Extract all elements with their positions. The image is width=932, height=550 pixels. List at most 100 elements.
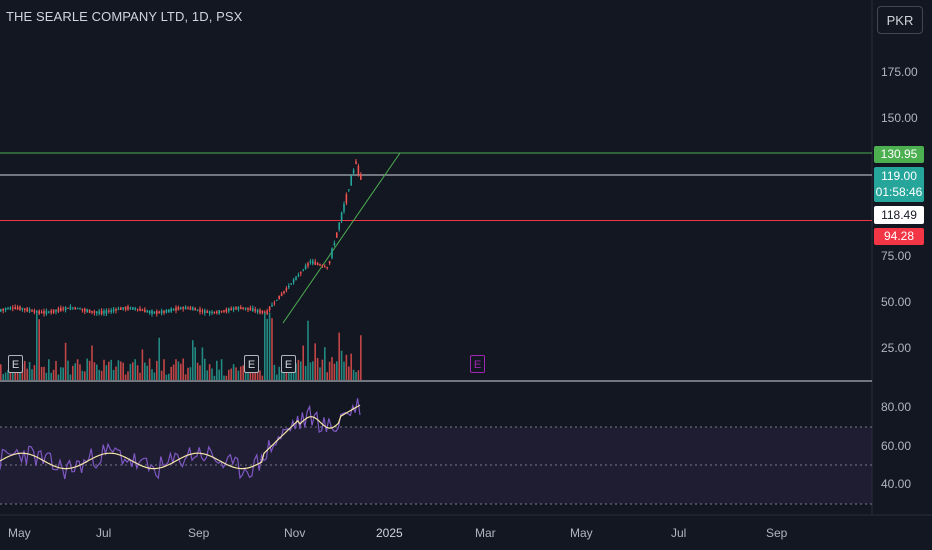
volume-bar — [304, 365, 307, 380]
candle-body — [0, 309, 2, 312]
candle-body — [223, 310, 225, 312]
candle-body — [247, 307, 249, 310]
earnings-marker-upcoming[interactable]: E — [470, 355, 485, 373]
volume-bar — [307, 320, 309, 380]
candle-body — [124, 306, 127, 310]
candle-body — [7, 308, 9, 310]
volume-bar — [165, 374, 168, 380]
candle-body — [204, 310, 206, 314]
candle-body — [264, 311, 266, 313]
candle-body — [16, 306, 19, 310]
candle-body — [86, 309, 88, 312]
volume-bar — [213, 375, 216, 380]
volume-bar — [146, 365, 148, 380]
candle-body — [194, 308, 196, 311]
volume-bar — [276, 374, 278, 380]
volume-bar — [4, 372, 7, 380]
time-label: Mar — [475, 526, 496, 540]
candle-body — [74, 307, 76, 310]
symbol-title[interactable]: THE SEARLE COMPANY LTD, 1D, PSX — [6, 9, 243, 24]
volume-bar — [115, 366, 117, 380]
volume-bar — [40, 366, 43, 380]
candle-body — [244, 307, 247, 310]
volume-bar — [345, 354, 348, 380]
time-label: May — [8, 526, 31, 540]
candle-body — [28, 309, 31, 312]
volume-bar — [355, 371, 357, 380]
volume-bar — [333, 363, 336, 380]
candle-body — [276, 299, 278, 301]
volume-bar — [232, 364, 235, 380]
earnings-marker[interactable]: E — [8, 355, 23, 373]
candle-body — [24, 308, 26, 311]
volume-bar — [158, 337, 160, 380]
volume-bar — [151, 369, 153, 380]
price-tick: 50.00 — [881, 295, 912, 309]
volume-bar — [316, 357, 319, 380]
price-tick: 150.00 — [881, 111, 918, 125]
volume-bar — [172, 364, 175, 380]
volume-bar — [235, 367, 237, 380]
volume-bar — [273, 364, 276, 380]
candle-body — [55, 309, 57, 312]
volume-bar — [216, 360, 218, 380]
candle-body — [170, 308, 172, 312]
candle-body — [319, 264, 321, 266]
volume-bar — [302, 345, 304, 380]
white-line-price-badge: 118.49 — [874, 206, 924, 224]
volume-bar — [343, 361, 345, 380]
candle-body — [348, 189, 350, 191]
volume-bar — [136, 365, 139, 380]
candle-body — [235, 307, 237, 310]
volume-bar — [127, 371, 129, 380]
candle-body — [283, 290, 285, 294]
candle-body — [312, 260, 314, 264]
volume-bar — [321, 359, 324, 380]
volume-bar — [242, 365, 244, 380]
candle-body — [168, 309, 170, 312]
candle-body — [273, 302, 276, 304]
candle-body — [357, 166, 360, 175]
earnings-marker[interactable]: E — [281, 355, 296, 373]
candle-body — [302, 269, 304, 271]
candle-body — [43, 310, 45, 314]
candle-body — [328, 261, 331, 264]
currency-button[interactable]: PKR — [877, 6, 923, 34]
candle-body — [88, 309, 91, 313]
volume-bar — [144, 362, 146, 380]
volume-bar — [192, 340, 194, 380]
volume-bar — [187, 367, 189, 380]
candle-body — [336, 232, 338, 238]
candle-body — [304, 265, 307, 270]
candle-body — [316, 263, 319, 266]
volume-bar — [352, 369, 355, 380]
candle-body — [93, 311, 96, 314]
volume-bar — [76, 359, 79, 380]
candle-body — [321, 265, 324, 267]
volume-bar — [153, 372, 156, 380]
volume-bar — [57, 374, 60, 380]
candle-body — [52, 309, 55, 313]
candle-body — [242, 307, 244, 309]
candle-body — [9, 307, 12, 309]
candle-body — [208, 311, 211, 314]
candle-body — [134, 307, 136, 310]
volume-bar — [175, 359, 177, 380]
candle-body — [326, 266, 328, 269]
candle-body — [148, 310, 151, 313]
candle-body — [48, 311, 50, 313]
candle-body — [72, 307, 74, 309]
earnings-marker[interactable]: E — [244, 355, 259, 373]
volume-bar — [108, 361, 110, 380]
volume-bar — [223, 375, 225, 380]
candle-body — [292, 279, 295, 283]
volume-bar — [48, 359, 50, 380]
volume-bar — [12, 367, 14, 380]
volume-bar — [62, 367, 64, 380]
candle-body — [268, 306, 271, 311]
candle-body — [182, 307, 184, 309]
volume-bar — [43, 366, 45, 380]
candle-body — [158, 311, 160, 314]
volume-bar — [201, 347, 204, 380]
